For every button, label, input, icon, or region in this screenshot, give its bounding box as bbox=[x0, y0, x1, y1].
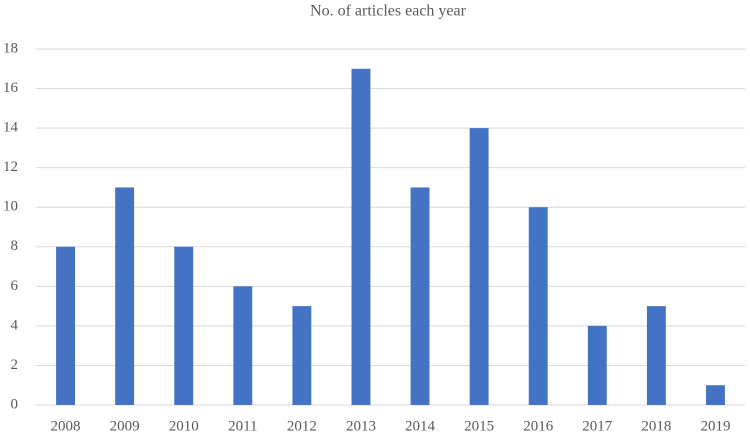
y-tick-label: 6 bbox=[11, 278, 19, 294]
y-tick-label: 2 bbox=[11, 357, 19, 373]
chart-title: No. of articles each year bbox=[310, 3, 467, 20]
y-tick-label: 16 bbox=[3, 80, 19, 96]
bar bbox=[56, 246, 75, 405]
x-tick-label: 2013 bbox=[346, 418, 376, 434]
bar bbox=[706, 385, 725, 405]
bar bbox=[410, 187, 430, 405]
x-tick-label: 2010 bbox=[169, 418, 199, 434]
y-tick-label: 12 bbox=[3, 159, 18, 175]
x-tick-label: 2012 bbox=[287, 418, 317, 434]
bar bbox=[351, 68, 371, 406]
y-tick-label: 10 bbox=[3, 199, 18, 215]
y-tick-label: 14 bbox=[3, 120, 19, 136]
x-tick-label: 2017 bbox=[582, 418, 613, 434]
y-tick-label: 0 bbox=[11, 396, 19, 412]
x-tick-label: 2014 bbox=[405, 418, 436, 434]
x-tick-label: 2011 bbox=[228, 418, 257, 434]
bar bbox=[292, 306, 312, 405]
bar bbox=[587, 325, 607, 405]
x-tick-label: 2016 bbox=[523, 418, 554, 434]
bar bbox=[233, 286, 253, 405]
y-tick-label: 8 bbox=[11, 238, 19, 254]
bar bbox=[469, 128, 489, 405]
bar bbox=[528, 207, 548, 405]
x-tick-label: 2015 bbox=[464, 418, 494, 434]
bar bbox=[115, 187, 135, 405]
y-tick-label: 4 bbox=[11, 317, 19, 333]
x-tick-label: 2009 bbox=[110, 418, 140, 434]
x-tick-label: 2018 bbox=[641, 418, 671, 434]
x-tick-label: 2008 bbox=[51, 418, 81, 434]
y-tick-label: 18 bbox=[3, 40, 18, 56]
bar bbox=[174, 246, 194, 405]
bar bbox=[646, 306, 666, 405]
x-tick-label: 2019 bbox=[700, 418, 730, 434]
